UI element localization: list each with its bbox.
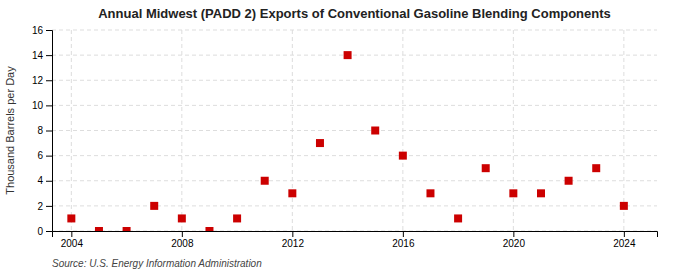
point (371, 127, 379, 135)
point (454, 214, 462, 222)
point (620, 202, 628, 210)
x-axis-tick-mark (182, 231, 183, 237)
y-axis-tick-mark (46, 131, 52, 132)
y-axis-title: Thousand Barrels per Day (4, 66, 16, 195)
grid-line-x (513, 30, 514, 231)
x-axis-tick: 2024 (613, 231, 636, 249)
y-axis-tick-label: 2 (37, 201, 43, 212)
grid-line-y (52, 30, 657, 31)
grid-line-x (623, 30, 624, 231)
y-axis-tick: 14 (32, 50, 52, 61)
y-axis-tick-mark (46, 206, 52, 207)
x-axis-tick: 2016 (392, 231, 415, 249)
plot: 2004 2008 2012 2016 2020 2024 0 2 4 6 8 10 12 14 16 (32, 25, 658, 249)
y-axis: 0 2 4 6 8 10 12 14 16 (32, 25, 53, 237)
y-axis-tick: 6 (37, 150, 52, 161)
point (592, 164, 600, 172)
y-axis-tick: 10 (32, 100, 52, 111)
y-axis-tick: 2 (37, 201, 52, 212)
grid-line-y (52, 205, 657, 206)
point (344, 51, 352, 59)
grid-line-x (71, 30, 72, 231)
point (233, 214, 241, 222)
point (205, 227, 213, 231)
x-axis-tick-label: 2008 (171, 238, 194, 249)
y-axis-tick-mark (46, 30, 52, 31)
y-axis-tick-label: 14 (32, 50, 44, 61)
point (288, 189, 296, 197)
y-axis-tick-label: 10 (32, 100, 44, 111)
y-axis-tick: 12 (32, 75, 52, 86)
y-axis-tick: 8 (37, 125, 52, 136)
point (482, 164, 490, 172)
source-note: Source: U.S. Energy Information Administ… (52, 258, 262, 269)
point (67, 214, 75, 222)
y-axis-line (46, 31, 53, 232)
grid-line-y (52, 80, 657, 81)
point (150, 202, 158, 210)
y-axis-tick-label: 12 (32, 75, 44, 86)
x-axis-tick: 2004 (61, 231, 84, 249)
y-axis-tick: 16 (32, 25, 52, 36)
y-axis-tick-mark (46, 156, 52, 157)
point (565, 177, 573, 185)
y-axis-tick-mark (46, 105, 52, 106)
x-axis-tick-mark (403, 231, 404, 237)
grid-line-y (52, 130, 657, 131)
x-axis-tick-mark (624, 231, 625, 237)
x-axis-tick: 2008 (171, 231, 194, 249)
points (67, 51, 628, 231)
y-axis-tick-label: 4 (37, 175, 43, 186)
point (426, 189, 434, 197)
x-axis-tick-label: 2016 (392, 238, 415, 249)
grid-line-x (181, 30, 182, 231)
y-axis-tick-mark (46, 80, 52, 81)
x-axis: 2004 2008 2012 2016 2020 2024 (53, 231, 658, 249)
x-axis-tick: 2020 (503, 231, 526, 249)
y-axis-tick-mark (46, 55, 52, 56)
point (509, 189, 517, 197)
point (178, 214, 186, 222)
x-axis-tick-mark (292, 231, 293, 237)
chart: 2004 2008 2012 2016 2020 2024 0 2 4 6 8 10 12 14 16 Ann… (0, 0, 675, 275)
x-axis-tick-label: 2012 (282, 238, 305, 249)
x-axis-tick-label: 2020 (503, 238, 526, 249)
point (316, 139, 324, 147)
point (261, 177, 269, 185)
x-axis-tick-label: 2024 (613, 238, 636, 249)
y-axis-tick-label: 6 (37, 150, 43, 161)
title: Annual Midwest (PADD 2) Exports of Conve… (98, 6, 611, 21)
x-axis-tick: 2012 (282, 231, 305, 249)
grid-line-x (292, 30, 293, 231)
grid (52, 30, 657, 231)
grid-line-y (52, 55, 657, 56)
y-axis-tick: 4 (37, 175, 52, 186)
y-axis-tick-label: 0 (37, 226, 43, 237)
point (95, 227, 103, 231)
grid-line-y (52, 155, 657, 156)
y-axis-tick-label: 16 (32, 25, 44, 36)
y-axis-tick-label: 8 (37, 125, 43, 136)
x-axis-tick-label: 2004 (61, 238, 84, 249)
grid-line-y (52, 105, 657, 106)
y-axis-tick-mark (46, 231, 52, 232)
x-axis-line (53, 232, 658, 238)
grid-line-x (402, 30, 403, 231)
x-axis-tick-mark (71, 231, 72, 237)
x-axis-tick-mark (513, 231, 514, 237)
y-axis-tick-mark (46, 181, 52, 182)
point (399, 152, 407, 160)
point (123, 227, 131, 231)
point (537, 189, 545, 197)
y-axis-tick: 0 (37, 226, 52, 237)
